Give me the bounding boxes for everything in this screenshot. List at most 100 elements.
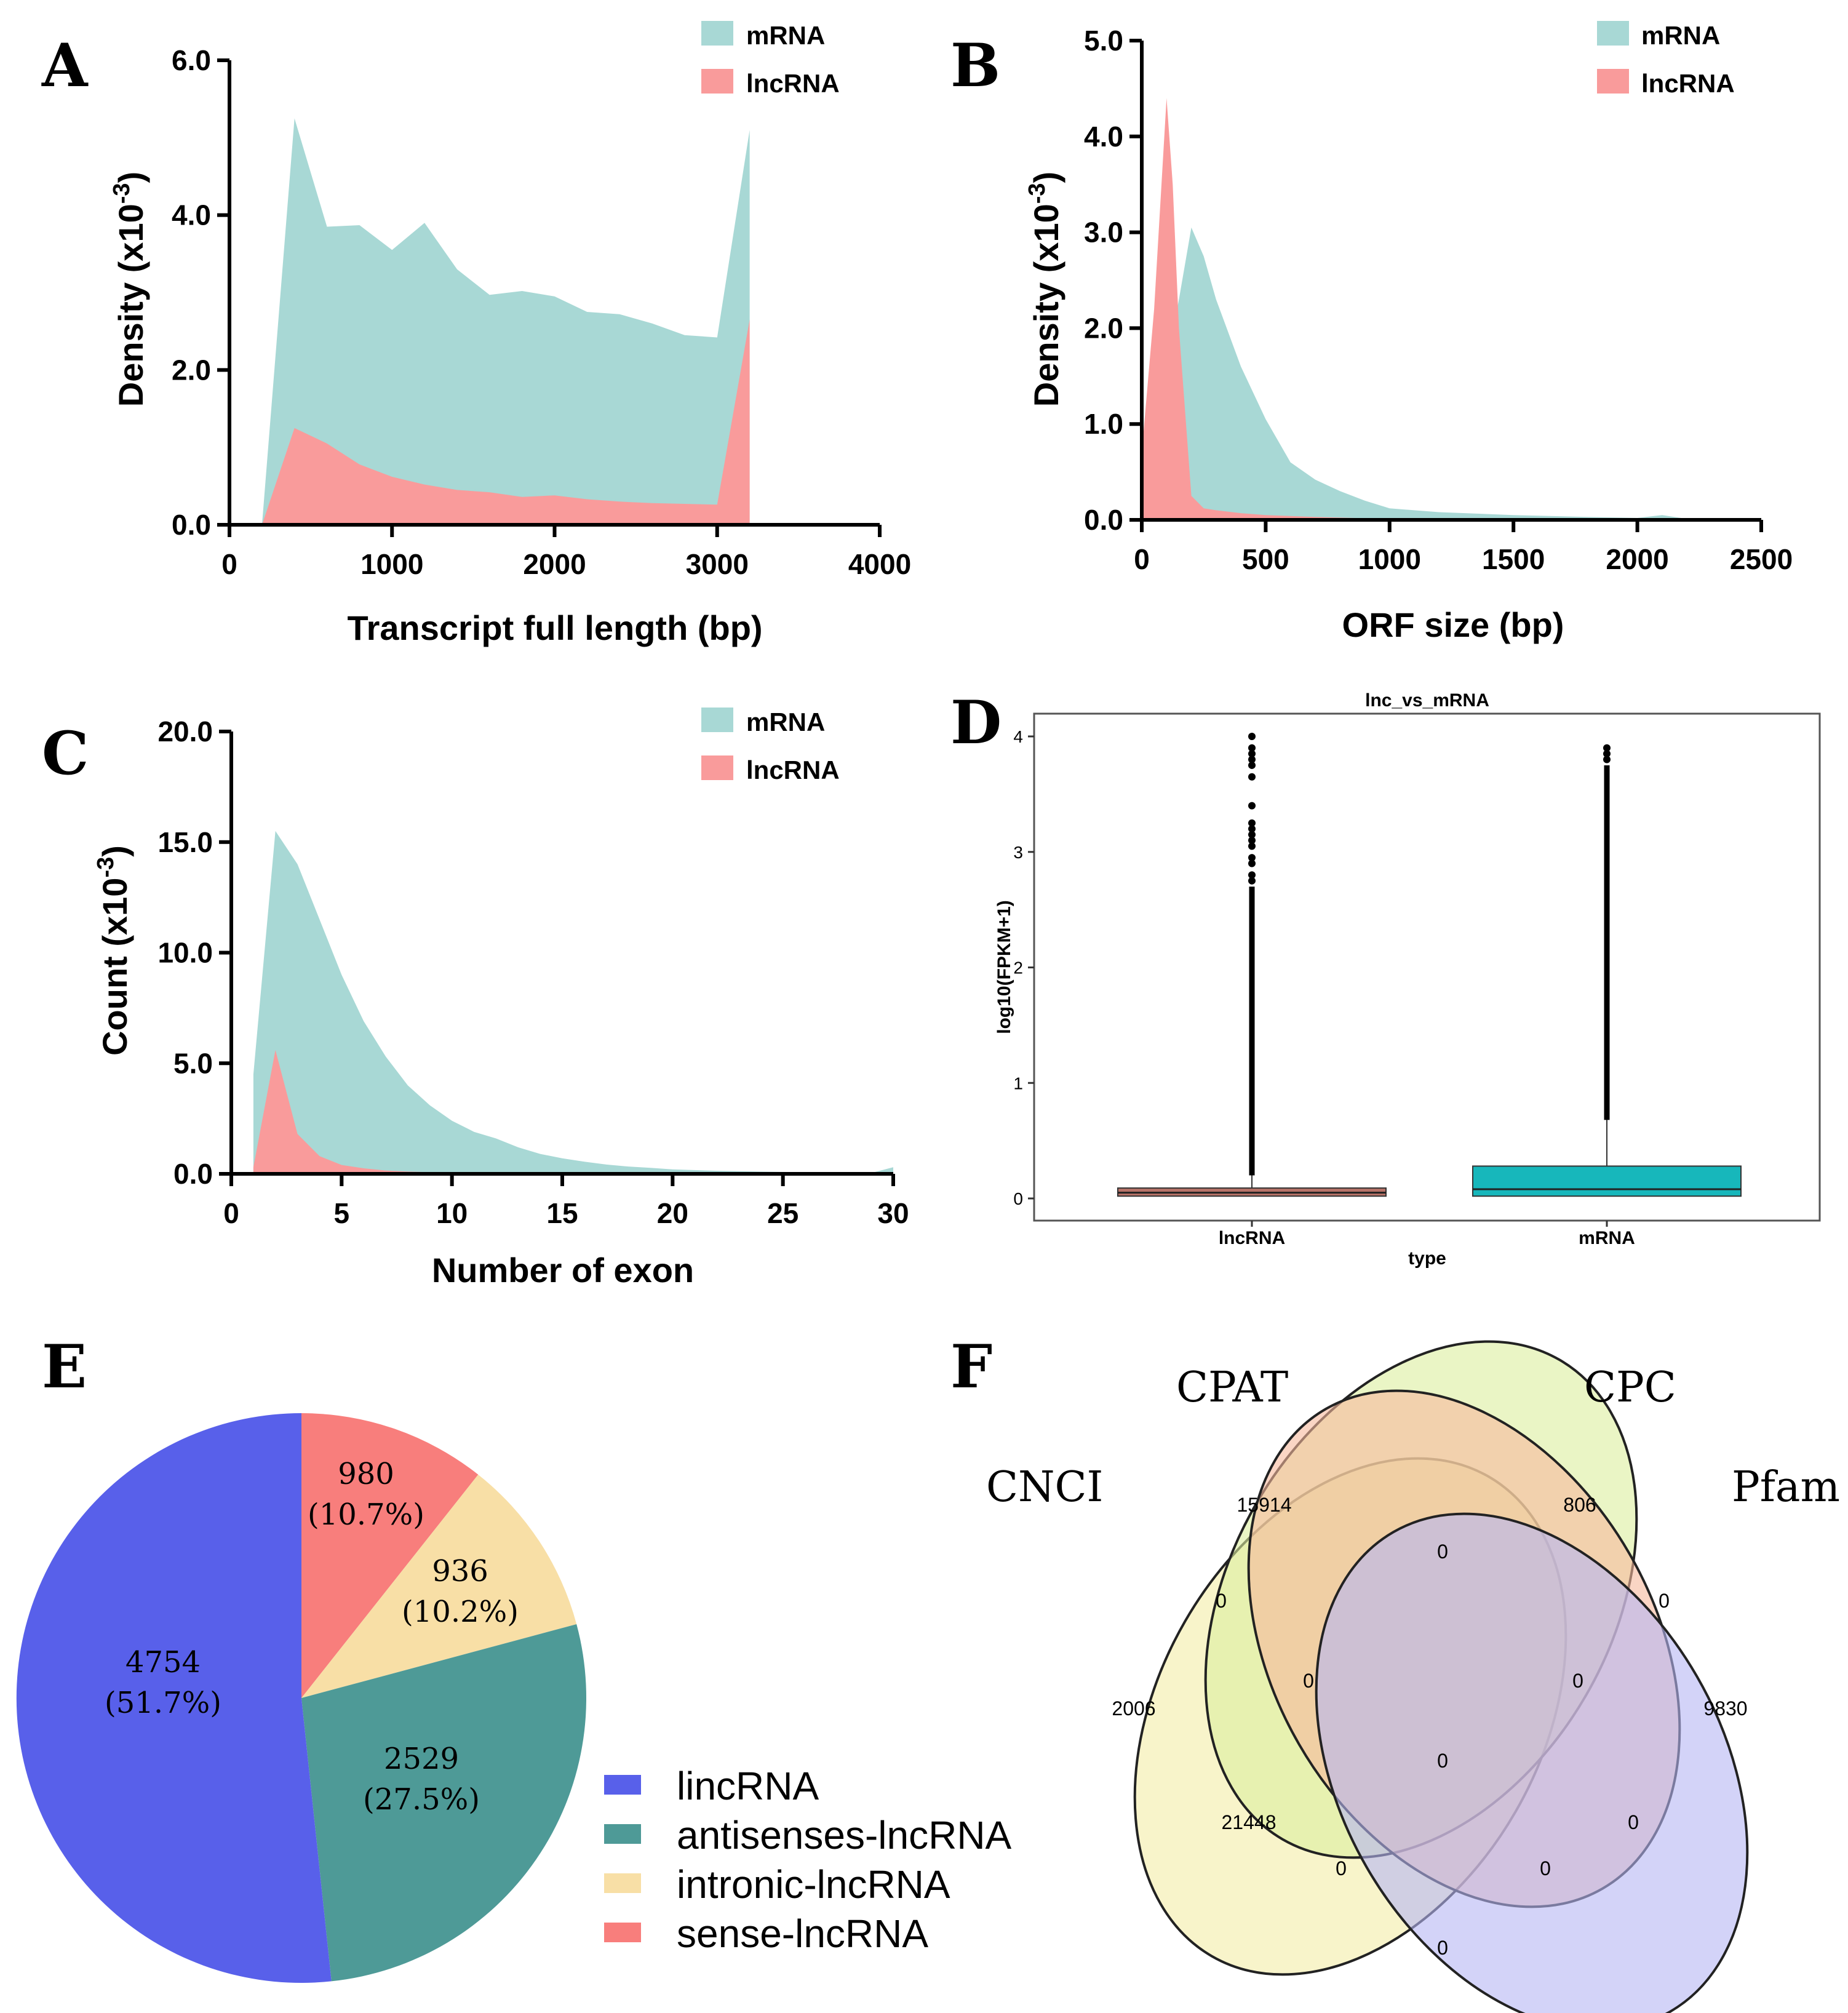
x-tick-label-c: 0 xyxy=(223,1197,239,1229)
panel-b: B 0 500 1000 1500 2000 2500 0.0 1.0 2.0 3.0 4.0 5.0… xyxy=(950,21,1793,644)
panel-letter-c: C xyxy=(42,719,89,788)
x-tick-label-b: 0 xyxy=(1134,543,1150,575)
legend-swatch-sense-lncrna xyxy=(604,1923,641,1942)
outlier-point-lncrna xyxy=(1248,854,1256,862)
pie-slice-lincrna xyxy=(16,1413,332,1983)
venn-set-label-pfam: Pfam xyxy=(1732,1463,1840,1512)
x-tick-label-lncrna: lncRNA xyxy=(1219,1228,1285,1248)
legend-label-mrna-b: mRNA xyxy=(1641,21,1720,50)
y-axis-title-c: Count (x10-3) xyxy=(93,845,134,1056)
area-series-mrna-a xyxy=(261,118,750,525)
venn-set-label-cnci: CNCI xyxy=(986,1463,1103,1512)
venn-count-cpc: 806 xyxy=(1563,1494,1596,1516)
x-tick-label-c: 20 xyxy=(657,1197,688,1229)
x-tick-label-a: 4000 xyxy=(848,548,911,580)
box-mrna xyxy=(1472,1165,1742,1197)
legend-label-intronic-lncrna: intronic-lncRNA xyxy=(677,1862,950,1907)
x-tick-label-b: 1000 xyxy=(1358,543,1421,575)
x-tick-label-a: 2000 xyxy=(523,548,586,580)
panel-b-axes: 0 500 1000 1500 2000 2500 0.0 1.0 2.0 3.0 4.0 5.0 xyxy=(1084,25,1793,575)
pie-percent-intronic-lncrna: (10.2%) xyxy=(402,1595,519,1629)
outlier-point-lncrna xyxy=(1248,750,1256,758)
panel-a-axes: 0 1000 2000 3000 4000 0.0 2.0 4.0 6.0 xyxy=(172,44,911,580)
outlier-point-lncrna xyxy=(1248,761,1256,769)
y-axis-title-c-main: Count (x10 xyxy=(95,878,134,1056)
panel-c-areas xyxy=(253,831,893,1174)
y-tick-label-b: 0.0 xyxy=(1084,504,1123,536)
outlier-point-lncrna xyxy=(1248,755,1256,763)
venn-count-cnci-cpat-cpc: 0 xyxy=(1303,1670,1314,1692)
pie-value-intronic-lncrna: 936 xyxy=(432,1554,488,1588)
area-series-mrna-b xyxy=(1142,227,1761,520)
area-series-lncrna-c xyxy=(253,1050,893,1174)
legend-swatch-intronic-lncrna xyxy=(604,1873,641,1893)
outlier-point-lncrna xyxy=(1248,859,1256,867)
x-tick-label-a: 3000 xyxy=(686,548,749,580)
panel-d-boxes: 0 1 2 3 4 lncRNA mRNA xyxy=(1013,727,1742,1248)
y-axis-title-a-main: Density (x10 xyxy=(111,204,150,407)
pie-value-sense-lncrna: 980 xyxy=(338,1457,394,1491)
legend-swatch-lncrna-a xyxy=(701,69,733,94)
x-tick-label-b: 1500 xyxy=(1482,543,1545,575)
outlier-point-lncrna xyxy=(1248,825,1256,833)
venn-set-label-cpc: CPC xyxy=(1584,1363,1676,1412)
plot-frame-d xyxy=(1033,712,1821,1222)
pie-slice-sense-lncrna xyxy=(301,1413,479,1698)
outlier-point-mrna xyxy=(1603,750,1611,758)
pie-percent-lincrna: (51.7%) xyxy=(105,1686,221,1720)
outlier-point-lncrna xyxy=(1248,802,1256,810)
venn-count-cpat-cpc-pfam: 0 xyxy=(1572,1670,1583,1692)
y-tick-label-a: 0.0 xyxy=(172,509,211,541)
y-axis-title-b: Density (x10-3) xyxy=(1024,172,1065,407)
pie-percent-sense-lncrna: (10.7%) xyxy=(308,1497,424,1532)
outlier-point-lncrna xyxy=(1248,836,1256,844)
venn-set-label-cpat: CPAT xyxy=(1176,1363,1288,1412)
y-axis-title-d: log10(FPKM+1) xyxy=(994,900,1014,1034)
outlier-point-lncrna xyxy=(1248,744,1256,752)
venn-count-cnci-cpat: 0 xyxy=(1216,1590,1227,1612)
x-tick-label-a: 1000 xyxy=(360,548,423,580)
y-tick-label-c: 5.0 xyxy=(173,1047,213,1079)
panel-a-areas xyxy=(261,118,750,525)
venn-count-cpat-pfam: 0 xyxy=(1628,1811,1639,1833)
y-tick-label-a: 2.0 xyxy=(172,354,211,386)
area-series-mrna-c xyxy=(253,831,893,1174)
panel-a-legend: mRNA lncRNA xyxy=(701,21,840,98)
y-tick-label-c: 0.0 xyxy=(173,1158,213,1190)
x-tick-label-b: 2500 xyxy=(1730,543,1793,575)
outlier-point-lncrna xyxy=(1248,773,1256,781)
panel-letter-f: F xyxy=(950,1332,992,1401)
panel-b-areas xyxy=(1142,98,1761,520)
venn-count-cnci-cpc-pfam: 0 xyxy=(1336,1857,1347,1879)
legend-label-mrna-a: mRNA xyxy=(746,21,825,50)
outlier-point-lncrna xyxy=(1248,871,1256,879)
panel-letter-b: B xyxy=(950,31,1000,100)
venn-count-cpc-pfam: 0 xyxy=(1659,1590,1670,1612)
legend-swatch-lincrna xyxy=(604,1775,641,1795)
x-tick-label-b: 2000 xyxy=(1606,543,1668,575)
venn-ellipses xyxy=(1133,1340,1749,2013)
outlier-point-lncrna xyxy=(1248,819,1256,827)
y-tick-label-d: 3 xyxy=(1013,843,1023,862)
y-axis-title-c-close: ) xyxy=(95,845,134,857)
venn-count-all: 0 xyxy=(1437,1750,1448,1772)
x-axis-title-b: ORF size (bp) xyxy=(1342,605,1564,644)
y-tick-label-b: 4.0 xyxy=(1084,121,1123,153)
x-tick-label-c: 25 xyxy=(767,1197,799,1229)
x-tick-label-c: 15 xyxy=(546,1197,578,1229)
legend-swatch-lncrna-c xyxy=(701,755,733,780)
legend-label-lncrna-b: lncRNA xyxy=(1641,69,1735,98)
panel-letter-e: E xyxy=(42,1332,87,1401)
y-axis-title-b-exp: -3 xyxy=(1024,183,1050,204)
y-axis-title-a-exp: -3 xyxy=(109,183,135,204)
panel-letter-d: D xyxy=(950,688,1002,757)
y-tick-label-d: 1 xyxy=(1013,1074,1023,1093)
x-tick-label-c: 30 xyxy=(877,1197,909,1229)
y-tick-label-d: 2 xyxy=(1013,959,1023,978)
pie-value-lincrna: 4754 xyxy=(125,1645,201,1680)
outlier-point-lncrna xyxy=(1248,733,1256,740)
x-axis-title-c: Number of exon xyxy=(432,1251,694,1290)
panel-e: E 980 (10.7%)936 (10.2%) 2529 (27.5%) 4754 (51… xyxy=(16,1332,1012,1983)
x-axis-title-a: Transcript full length (bp) xyxy=(347,608,762,647)
